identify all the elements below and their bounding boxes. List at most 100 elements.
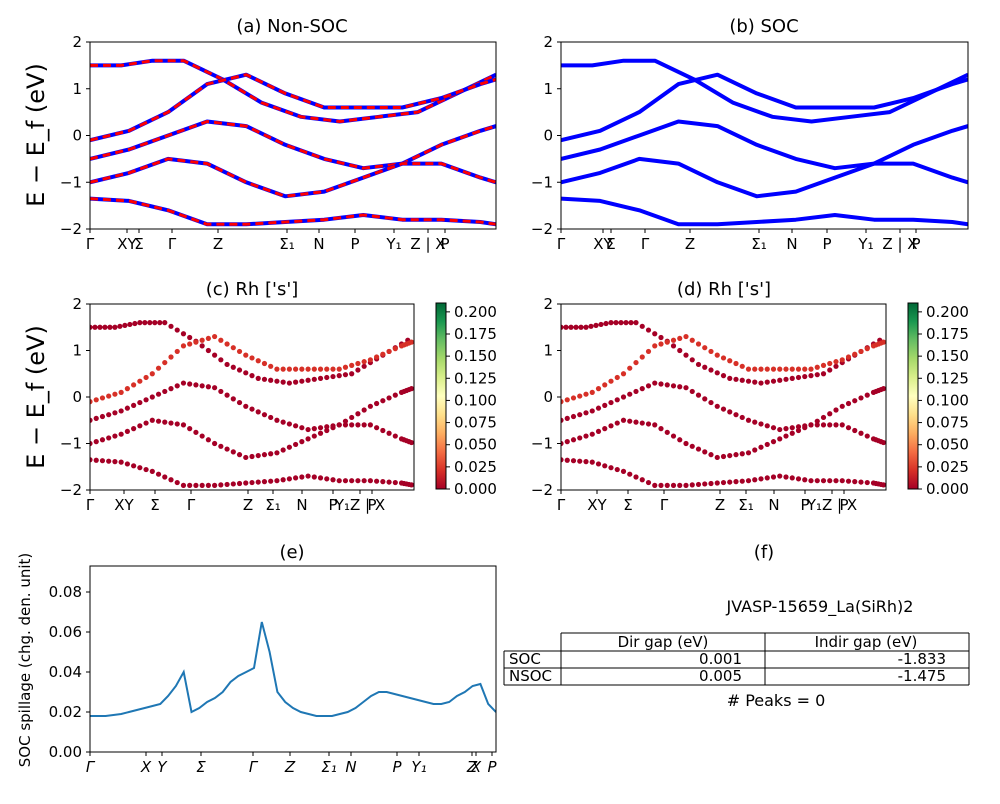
dot-d-4-16 [658,482,664,488]
dot-d-1-41 [814,364,820,370]
cbtick-label-d-3: 0.075 [926,414,969,432]
dot-c-0-17 [174,327,180,333]
dot-d-0-5 [583,324,589,330]
dot-c-3-27 [255,452,261,459]
dot-d-3-24 [708,452,714,458]
dot-d-0-41 [795,374,802,381]
dot-c-4-45 [367,478,373,484]
dot-c-3-54 [408,439,414,446]
dot-d-2-31 [752,419,758,425]
dot-c-3-38 [324,427,330,434]
dot-d-1-37 [789,366,795,372]
dot-c-1-14 [174,348,180,355]
dot-d-3-17 [664,429,670,435]
cbtick-label-c-0: 0.000 [454,480,497,498]
dot-c-0-45 [349,371,355,377]
dot-d-3-0 [561,440,564,447]
dot-c-0-2 [97,324,103,330]
dot-d-1-27 [727,358,733,364]
dot-d-2-21 [689,388,695,395]
dot-d-1-36 [783,366,789,372]
frame-c [89,303,415,491]
dot-c-4-37 [317,475,324,481]
dot-c-1-10 [149,371,155,377]
table-row-soc-indir: -1.833 [898,650,946,668]
dot-d-2-28 [733,412,739,418]
xtick-label-e-0: Γ [86,758,96,776]
xtick-label-a-10: P [440,235,449,253]
dot-c-1-34 [299,366,305,372]
ytick-label-c-2: 0 [72,388,82,406]
dot-d-0-9 [603,320,609,327]
dot-c-2-18 [199,383,205,389]
dot-c-2-4 [112,410,118,416]
ytick-label-a-1: −1 [60,173,82,191]
xtick-label-c-1: XY [114,496,134,514]
table-row-nsoc-label: NSOC [509,667,552,685]
dot-d-4-45 [839,478,845,484]
dot-d-2-27 [727,409,733,415]
dot-c-4-41 [342,478,349,484]
dot-d-4-19 [677,482,683,488]
dot-c-0-8 [127,321,133,328]
dot-c-3-39 [330,425,336,431]
dot-c-1-39 [330,366,336,372]
dot-c-0-13 [152,320,158,326]
dot-d-4-47 [852,479,858,485]
cbtick-label-d-7: 0.175 [926,325,969,343]
ytick-label-d-0: −2 [531,481,553,499]
cbtick-label-c-2: 0.050 [454,436,497,454]
xtick-label-e-7: N [345,758,356,776]
dot-c-3-40 [336,422,342,428]
dot-d-2-17 [664,382,670,388]
dot-c-4-20 [212,482,218,488]
dot-d-4-15 [652,482,658,488]
xtick-label-a-5: Σ₁ [279,235,295,253]
dot-d-2-48 [858,395,864,401]
dot-d-0-46 [827,367,833,373]
band-dash-a-2 [90,119,496,170]
dot-c-4-24 [236,480,243,487]
dot-c-4-44 [361,478,367,484]
dot-c-3-20 [212,440,218,447]
dot-c-1-26 [249,355,255,361]
dot-c-0-32 [268,377,274,383]
dot-c-2-0 [90,417,93,423]
dot-d-2-4 [583,410,589,416]
dot-d-3-37 [789,430,795,436]
dot-c-0-46 [355,367,361,373]
dot-c-2-3 [106,412,112,418]
xtick-label-e-6: Σ₁ [321,758,337,776]
dot-c-4-49 [392,479,398,486]
xtick-label-d-0: Γ [557,496,566,514]
frame-e [89,565,497,753]
dot-d-1-39 [802,366,808,372]
xtick-label-c-2: Σ [150,496,159,514]
dot-d-2-24 [708,399,714,406]
dot-d-4-7 [602,463,608,469]
dot-c-1-3 [106,393,112,399]
dot-d-2-11 [627,391,633,397]
series-layer-d [561,320,886,488]
dot-c-4-28 [261,479,268,485]
dot-d-0-36 [764,379,770,385]
colorbar-d [907,302,919,490]
dot-d-3-34 [770,439,777,445]
dot-d-0-38 [777,377,783,383]
xtick-label-b-4: Z [685,235,695,253]
dot-d-4-10 [620,468,627,474]
title-c: (c) Rh ['s'] [206,279,299,300]
xtick-label-e-11: X [470,758,482,776]
dot-d-1-15 [652,343,658,349]
xtick-label-c-5: Σ₁ [265,496,281,514]
dot-d-1-23 [702,345,708,351]
dot-d-3-8 [608,423,614,429]
dot-d-1-38 [795,366,802,372]
dot-d-4-24 [708,480,714,487]
dot-d-3-40 [808,422,814,428]
dot-c-2-30 [274,417,280,423]
xtick-label-a-2: Σ [134,235,143,253]
dot-d-3-38 [795,427,802,434]
dot-d-0-8 [598,321,604,328]
dot-d-3-27 [727,452,733,459]
